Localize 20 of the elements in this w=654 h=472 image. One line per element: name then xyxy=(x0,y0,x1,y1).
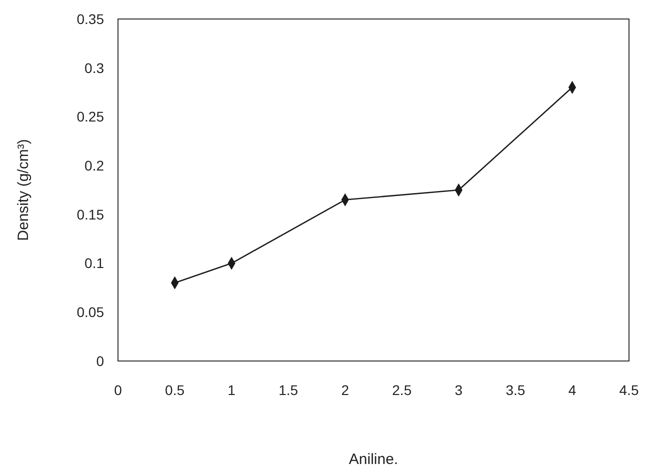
y-tick-label: 0 xyxy=(96,352,104,369)
x-axis-title: Aniline. xyxy=(348,451,398,468)
x-tick-label: 1 xyxy=(228,382,236,398)
x-tick-label: 2.5 xyxy=(392,382,412,398)
y-axis-title: Density (g/cm³) xyxy=(15,139,32,241)
y-tick-label: 0.3 xyxy=(84,60,104,76)
y-tick-label: 0.05 xyxy=(76,304,104,320)
x-tick-label: 0 xyxy=(114,382,122,398)
y-tick-label: 0.2 xyxy=(84,157,104,174)
y-tick-label: 0.1 xyxy=(84,255,104,272)
x-tick-label: 2 xyxy=(341,382,350,398)
y-tick-label: 0.15 xyxy=(76,206,104,222)
x-tick-label: 0.5 xyxy=(165,382,185,398)
x-tick-label: 4 xyxy=(568,382,576,398)
x-tick-label: 1.5 xyxy=(278,382,298,398)
x-tick-label: 4.5 xyxy=(619,382,639,398)
x-tick-label: 3 xyxy=(454,382,463,398)
x-tick-label: 3.5 xyxy=(506,382,526,398)
y-tick-label: 0.35 xyxy=(76,10,104,27)
y-tick-label: 0.25 xyxy=(76,108,104,125)
